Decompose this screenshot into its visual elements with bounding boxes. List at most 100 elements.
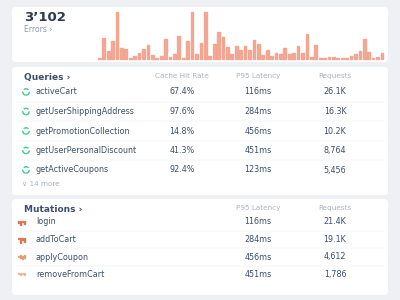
Bar bbox=[380, 53, 383, 59]
Text: 26.1K: 26.1K bbox=[324, 88, 346, 97]
Text: 41.3%: 41.3% bbox=[169, 146, 195, 155]
Text: 21.4K: 21.4K bbox=[324, 218, 346, 226]
Text: addToCart: addToCart bbox=[36, 235, 77, 244]
Bar bbox=[332, 57, 335, 59]
Bar bbox=[102, 38, 105, 59]
Text: Requests: Requests bbox=[318, 73, 352, 79]
Bar bbox=[204, 12, 207, 59]
Bar bbox=[358, 51, 361, 59]
Text: P95 Latency: P95 Latency bbox=[236, 205, 280, 211]
Bar bbox=[24, 273, 26, 275]
Bar bbox=[98, 58, 101, 59]
Bar bbox=[24, 220, 26, 224]
Bar bbox=[178, 36, 180, 59]
Bar bbox=[257, 44, 260, 59]
Bar bbox=[261, 55, 264, 59]
Bar bbox=[213, 44, 216, 59]
Text: 4,612: 4,612 bbox=[324, 253, 346, 262]
Bar bbox=[195, 54, 198, 59]
Bar bbox=[18, 238, 19, 239]
Text: 451ms: 451ms bbox=[244, 146, 272, 155]
Bar bbox=[173, 54, 176, 59]
Text: 456ms: 456ms bbox=[244, 127, 272, 136]
Bar bbox=[18, 256, 19, 257]
Bar bbox=[284, 48, 286, 59]
Bar bbox=[341, 58, 344, 59]
Bar bbox=[20, 273, 22, 275]
Bar bbox=[372, 58, 374, 59]
Bar bbox=[310, 57, 313, 59]
Bar bbox=[230, 55, 233, 59]
Text: getUserPersonalDiscount: getUserPersonalDiscount bbox=[36, 146, 137, 155]
Text: 451ms: 451ms bbox=[244, 270, 272, 279]
Bar bbox=[350, 56, 352, 59]
Bar bbox=[116, 12, 118, 59]
Bar bbox=[275, 52, 277, 59]
Bar bbox=[314, 45, 317, 59]
Bar bbox=[376, 57, 379, 59]
Bar bbox=[22, 220, 23, 222]
Text: applyCoupon: applyCoupon bbox=[36, 253, 89, 262]
FancyBboxPatch shape bbox=[12, 199, 388, 295]
Text: activeCart: activeCart bbox=[36, 88, 78, 97]
Text: 19.1K: 19.1K bbox=[324, 235, 346, 244]
Bar bbox=[182, 58, 185, 59]
Bar bbox=[226, 46, 229, 59]
FancyBboxPatch shape bbox=[12, 7, 388, 62]
Bar bbox=[138, 53, 140, 59]
Text: 1,786: 1,786 bbox=[324, 270, 346, 279]
Text: 123ms: 123ms bbox=[244, 166, 272, 175]
Bar bbox=[22, 256, 23, 259]
Bar bbox=[155, 58, 158, 59]
Bar bbox=[328, 57, 330, 59]
Bar bbox=[301, 53, 304, 59]
Bar bbox=[20, 220, 22, 225]
Text: 67.4%: 67.4% bbox=[169, 88, 195, 97]
Text: 284ms: 284ms bbox=[244, 235, 272, 244]
FancyBboxPatch shape bbox=[12, 67, 388, 195]
Bar bbox=[297, 46, 300, 59]
Bar bbox=[270, 56, 273, 59]
Bar bbox=[22, 273, 23, 274]
Text: Queries ›: Queries › bbox=[24, 73, 70, 82]
Text: 116ms: 116ms bbox=[244, 88, 272, 97]
Bar bbox=[200, 43, 202, 59]
Bar bbox=[235, 46, 238, 59]
Bar bbox=[244, 46, 246, 59]
Bar bbox=[222, 37, 224, 59]
Bar bbox=[186, 41, 189, 59]
Bar bbox=[146, 45, 149, 59]
Text: getActiveCoupons: getActiveCoupons bbox=[36, 166, 109, 175]
Bar bbox=[142, 50, 145, 59]
Bar bbox=[133, 56, 136, 59]
Text: 16.3K: 16.3K bbox=[324, 107, 346, 116]
Text: 97.6%: 97.6% bbox=[169, 107, 195, 116]
Bar bbox=[18, 273, 19, 274]
Bar bbox=[367, 52, 370, 59]
Text: ∨ 14 more: ∨ 14 more bbox=[22, 182, 60, 188]
Bar bbox=[323, 58, 326, 59]
Bar bbox=[111, 41, 114, 59]
Bar bbox=[24, 238, 26, 242]
Bar bbox=[217, 32, 220, 59]
Bar bbox=[191, 12, 194, 59]
Bar bbox=[266, 50, 268, 59]
Bar bbox=[169, 57, 171, 59]
Bar bbox=[120, 48, 123, 59]
Bar bbox=[124, 49, 127, 59]
Bar bbox=[239, 50, 242, 59]
Bar bbox=[354, 54, 357, 59]
Bar bbox=[336, 58, 339, 59]
Text: removeFromCart: removeFromCart bbox=[36, 270, 104, 279]
Bar bbox=[345, 58, 348, 59]
Bar bbox=[20, 256, 22, 258]
Bar bbox=[208, 56, 211, 59]
Text: P95 Latency: P95 Latency bbox=[236, 73, 280, 79]
Bar bbox=[292, 52, 295, 59]
Text: 5,456: 5,456 bbox=[324, 166, 346, 175]
Text: 456ms: 456ms bbox=[244, 253, 272, 262]
Text: 3’102: 3’102 bbox=[24, 11, 66, 24]
Text: 116ms: 116ms bbox=[244, 218, 272, 226]
Text: Mutations ›: Mutations › bbox=[24, 205, 82, 214]
Bar bbox=[279, 54, 282, 59]
